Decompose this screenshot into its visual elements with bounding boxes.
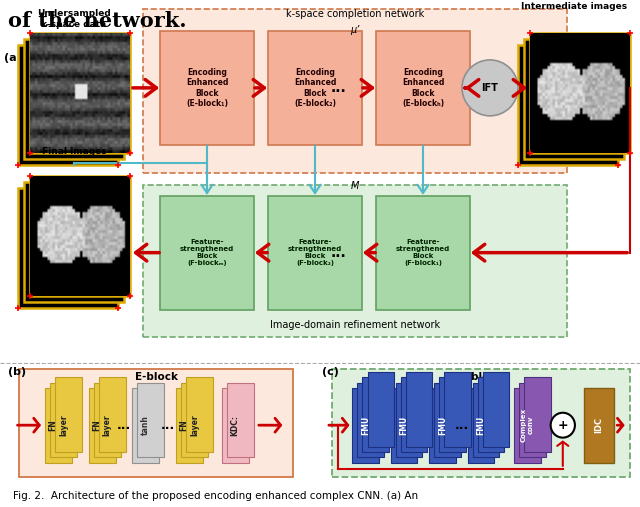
FancyBboxPatch shape <box>30 33 130 153</box>
FancyBboxPatch shape <box>88 388 116 462</box>
Text: Encoding
Enhanced
Block
(E-block₂): Encoding Enhanced Block (E-block₂) <box>294 68 336 108</box>
Text: of the network.: of the network. <box>8 11 187 31</box>
FancyBboxPatch shape <box>45 388 72 462</box>
FancyBboxPatch shape <box>429 388 456 462</box>
FancyBboxPatch shape <box>514 388 541 462</box>
Text: FN
layer: FN layer <box>180 414 199 436</box>
Text: IDC: IDC <box>595 417 604 433</box>
Text: Encoding
Enhanced
Block
(E-block₁): Encoding Enhanced Block (E-block₁) <box>186 68 228 108</box>
Circle shape <box>550 413 575 438</box>
FancyBboxPatch shape <box>50 383 77 457</box>
FancyBboxPatch shape <box>376 31 470 145</box>
FancyBboxPatch shape <box>176 388 203 462</box>
Text: Undersampled
k-space data: Undersampled k-space data <box>37 9 111 29</box>
Text: tanh: tanh <box>141 415 150 435</box>
FancyBboxPatch shape <box>406 372 432 447</box>
FancyBboxPatch shape <box>18 188 118 308</box>
FancyBboxPatch shape <box>362 378 388 452</box>
FancyBboxPatch shape <box>530 33 630 153</box>
Text: +: + <box>557 419 568 431</box>
FancyBboxPatch shape <box>401 378 428 452</box>
Text: FMU: FMU <box>476 416 485 435</box>
FancyBboxPatch shape <box>376 196 470 310</box>
FancyBboxPatch shape <box>468 388 494 462</box>
FancyBboxPatch shape <box>160 31 254 145</box>
FancyBboxPatch shape <box>391 388 417 462</box>
FancyBboxPatch shape <box>227 383 254 457</box>
FancyBboxPatch shape <box>24 39 124 159</box>
Text: Final images: Final images <box>42 148 106 156</box>
Text: FMU: FMU <box>361 416 370 435</box>
Text: Complex
conv: Complex conv <box>521 408 534 442</box>
FancyBboxPatch shape <box>186 378 213 452</box>
FancyBboxPatch shape <box>19 369 293 477</box>
FancyBboxPatch shape <box>30 176 130 296</box>
FancyBboxPatch shape <box>181 383 208 457</box>
Text: Intermediate images: Intermediate images <box>521 3 627 12</box>
Text: ...: ... <box>454 419 468 431</box>
FancyBboxPatch shape <box>357 383 384 457</box>
FancyBboxPatch shape <box>99 378 126 452</box>
FancyBboxPatch shape <box>18 45 118 165</box>
FancyBboxPatch shape <box>268 196 362 310</box>
Text: F-block: F-block <box>460 372 502 382</box>
FancyBboxPatch shape <box>396 383 422 457</box>
FancyBboxPatch shape <box>221 388 249 462</box>
Text: (c): (c) <box>322 367 339 377</box>
Text: IFT: IFT <box>481 83 499 93</box>
FancyBboxPatch shape <box>519 383 545 457</box>
Text: (a): (a) <box>4 53 22 63</box>
Text: μ’: μ’ <box>350 25 360 35</box>
Text: FMU: FMU <box>438 416 447 435</box>
FancyBboxPatch shape <box>444 372 471 447</box>
FancyBboxPatch shape <box>160 196 254 310</box>
FancyBboxPatch shape <box>268 31 362 145</box>
FancyBboxPatch shape <box>524 378 550 452</box>
FancyBboxPatch shape <box>138 383 164 457</box>
Text: E-block: E-block <box>134 372 178 382</box>
FancyBboxPatch shape <box>478 378 504 452</box>
FancyBboxPatch shape <box>435 383 461 457</box>
FancyBboxPatch shape <box>332 369 630 477</box>
Text: Encoding
Enhanced
Block
(E-blockₕ): Encoding Enhanced Block (E-blockₕ) <box>402 68 444 108</box>
Text: KDC:: KDC: <box>230 415 240 436</box>
Text: k-space completion network: k-space completion network <box>286 9 424 19</box>
Text: ...: ... <box>331 81 347 95</box>
FancyBboxPatch shape <box>94 383 121 457</box>
FancyBboxPatch shape <box>143 185 567 337</box>
FancyBboxPatch shape <box>584 388 614 462</box>
FancyBboxPatch shape <box>440 378 466 452</box>
FancyBboxPatch shape <box>524 39 624 159</box>
FancyBboxPatch shape <box>132 388 159 462</box>
Text: Feature-
strengthened
Block
(F-block₂): Feature- strengthened Block (F-block₂) <box>288 239 342 266</box>
Text: (b): (b) <box>8 367 27 377</box>
FancyBboxPatch shape <box>143 9 567 173</box>
Text: FMU: FMU <box>399 416 408 435</box>
Text: M: M <box>351 181 359 191</box>
Text: Fig. 2.  Architecture of the proposed encoding enhanced complex CNN. (a) An: Fig. 2. Architecture of the proposed enc… <box>13 491 418 501</box>
Text: ...: ... <box>331 246 347 260</box>
Text: FN
layer: FN layer <box>92 414 112 436</box>
Text: Image-domain refinement network: Image-domain refinement network <box>270 319 440 330</box>
FancyBboxPatch shape <box>367 372 394 447</box>
FancyBboxPatch shape <box>473 383 499 457</box>
Text: Feature-
strengthened
Block
(F-block₁): Feature- strengthened Block (F-block₁) <box>396 239 450 266</box>
FancyBboxPatch shape <box>24 182 124 302</box>
FancyBboxPatch shape <box>353 388 379 462</box>
FancyBboxPatch shape <box>518 45 618 165</box>
Text: ...: ... <box>116 419 131 431</box>
Text: ...: ... <box>161 419 175 431</box>
Text: FN
layer: FN layer <box>49 414 68 436</box>
FancyBboxPatch shape <box>483 372 509 447</box>
Circle shape <box>462 60 518 116</box>
FancyBboxPatch shape <box>55 378 83 452</box>
Text: Feature-
strengthened
Block
(F-blockₘ): Feature- strengthened Block (F-blockₘ) <box>180 239 234 266</box>
